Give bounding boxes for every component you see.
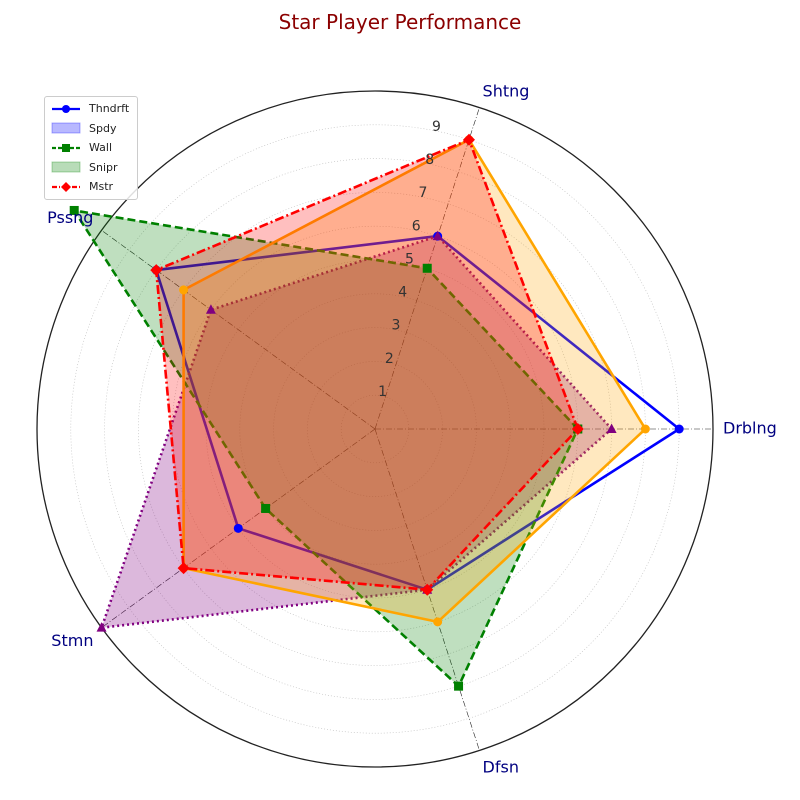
marker-spdy [432, 230, 443, 241]
legend-swatch [52, 104, 80, 113]
radar-frame [36, 90, 714, 768]
marker-mstr [571, 423, 584, 435]
marker-wall [454, 681, 464, 691]
marker-thndrft [233, 523, 243, 533]
legend-swatch [51, 122, 81, 134]
legend-item-thndrft: Thndrft [51, 99, 129, 119]
tick-label: 3 [392, 318, 401, 334]
legend-label: Thndrft [89, 102, 130, 116]
legend-swatch [51, 161, 81, 173]
tick-label: 8 [425, 152, 434, 168]
chart-title: Star Player Performance [278, 10, 522, 34]
series-line-wall [72, 209, 580, 688]
marker-spdy [606, 423, 617, 433]
legend-item-wall: Wall [51, 138, 129, 158]
category-label-shtng: Shtng [483, 82, 530, 101]
legend-item-mstr: Mstr [51, 177, 129, 197]
legend-swatch [52, 143, 80, 152]
marker-spdy [205, 304, 216, 314]
series-line-mstr [154, 138, 580, 592]
series-line-spdy [100, 234, 613, 630]
tick-label: 9 [432, 119, 441, 135]
legend-label: Mstr [89, 180, 114, 194]
legend-label: Spdy [89, 121, 117, 135]
marker-snipr [179, 285, 189, 295]
marker-wall [69, 205, 79, 215]
marker-wall [422, 263, 432, 273]
marker-mstr [463, 133, 476, 146]
series-line-snipr [182, 138, 647, 624]
grid-ring [307, 361, 443, 497]
series-fill-mstr [156, 139, 578, 590]
legend: Thndrft Spdy Wall Snipr Mstr [44, 96, 139, 200]
tick-label: 5 [405, 251, 414, 267]
marker-thndrft [674, 424, 684, 434]
tick-label: 1 [378, 384, 387, 400]
tick-label: 2 [385, 351, 394, 367]
marker-snipr [433, 617, 443, 627]
marker-spdy [96, 622, 107, 632]
spoke-pssng [101, 230, 376, 430]
legend-swatch [52, 181, 80, 192]
series-line-thndrft [154, 234, 681, 592]
series-fill-spdy [101, 236, 612, 628]
series-fill-snipr [183, 139, 646, 622]
category-label-drblng: Drblng [723, 419, 777, 438]
category-label-pssng: Pssng [47, 208, 93, 227]
category-label-dfsn: Dfsn [483, 757, 519, 776]
series-fill-wall [74, 210, 578, 687]
marker-wall [261, 503, 271, 513]
marker-mstr [177, 562, 190, 575]
marker-snipr [640, 424, 650, 434]
tick-label: 7 [419, 185, 428, 201]
category-label-stmn: Stmn [51, 631, 93, 650]
legend-item-snipr: Snipr [51, 158, 129, 178]
tick-label: 4 [398, 285, 407, 301]
tick-label: 6 [412, 218, 421, 234]
legend-label: Wall [89, 141, 113, 155]
marker-mstr [150, 264, 163, 277]
legend-item-spdy: Spdy [51, 119, 129, 139]
marker-mstr [421, 583, 434, 596]
legend-label: Snipr [89, 160, 118, 174]
